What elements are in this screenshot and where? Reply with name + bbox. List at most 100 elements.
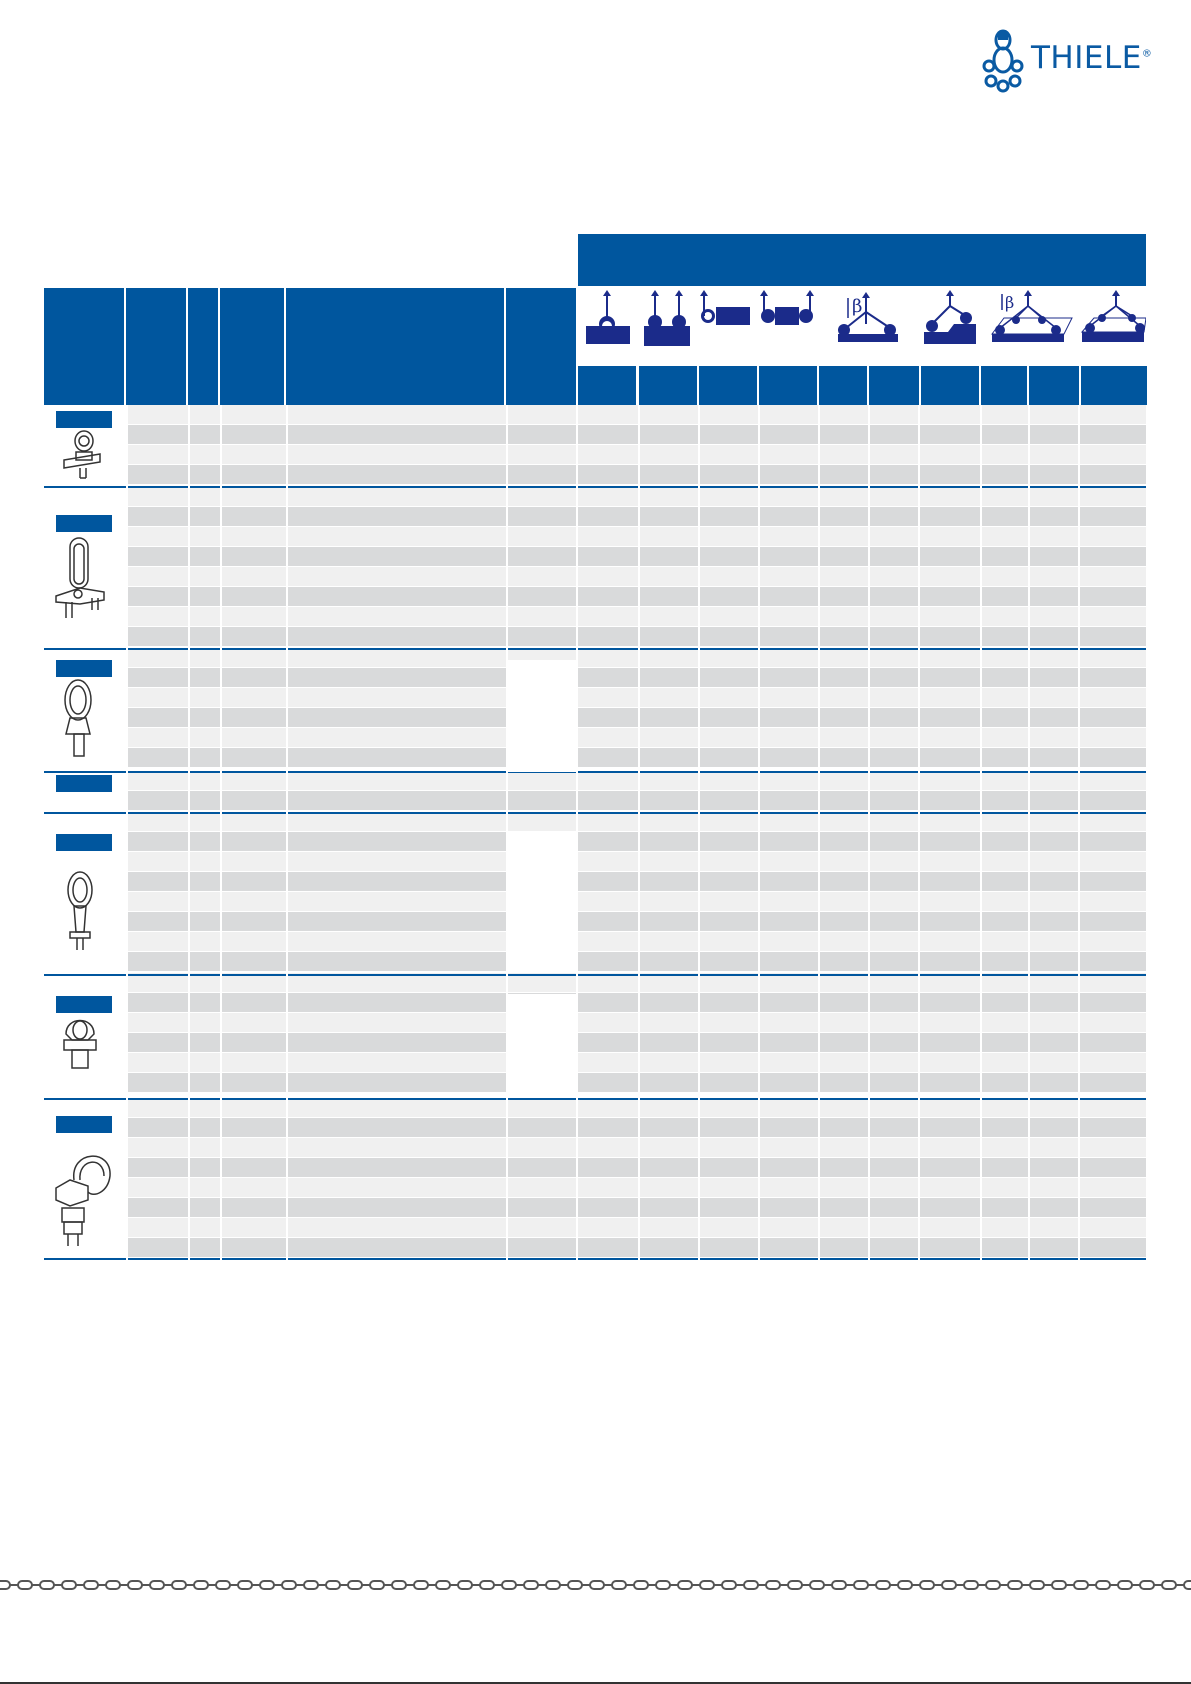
table-row bbox=[126, 1013, 1146, 1032]
table-row bbox=[126, 708, 1146, 727]
column-separator bbox=[1078, 405, 1080, 1260]
table-row bbox=[126, 487, 1146, 506]
side-pull-icon bbox=[698, 288, 756, 364]
table-row bbox=[126, 1238, 1146, 1257]
header-cell bbox=[188, 288, 218, 405]
table-row bbox=[126, 648, 1146, 667]
table-row bbox=[126, 1098, 1146, 1117]
table-row bbox=[126, 1053, 1146, 1072]
group-divider bbox=[44, 812, 1146, 814]
heavy-duty-lifting-point-icon bbox=[55, 1155, 111, 1246]
product-badge bbox=[56, 660, 112, 677]
merged-cell bbox=[508, 994, 576, 1096]
table-row bbox=[126, 932, 1146, 951]
group-divider bbox=[44, 974, 1146, 976]
table-row bbox=[126, 1073, 1146, 1092]
header-cell bbox=[220, 288, 284, 405]
header-subcell bbox=[758, 366, 817, 405]
table-row bbox=[126, 547, 1146, 566]
table-row bbox=[126, 627, 1146, 646]
table-row bbox=[126, 465, 1146, 484]
product-badge bbox=[56, 775, 112, 792]
table-row bbox=[126, 832, 1146, 851]
header-cell bbox=[126, 288, 186, 405]
eye-nut-swivel-icon bbox=[63, 1019, 97, 1069]
table-row bbox=[126, 912, 1146, 931]
product-badge bbox=[56, 411, 112, 428]
table-row bbox=[126, 688, 1146, 707]
column-separator bbox=[506, 405, 508, 1260]
three-leg-beta-icon: β bbox=[980, 288, 1078, 364]
group-divider bbox=[44, 771, 1146, 773]
group-divider bbox=[44, 648, 1146, 650]
merged-cell bbox=[508, 832, 576, 972]
group-divider bbox=[44, 1258, 1146, 1260]
column-separator bbox=[868, 405, 870, 1260]
table-row bbox=[126, 405, 1146, 424]
product-badge bbox=[56, 996, 112, 1013]
table-row bbox=[126, 425, 1146, 444]
swivel-eye-bolt-icon bbox=[63, 430, 101, 479]
product-badge bbox=[56, 1116, 112, 1133]
column-separator bbox=[576, 405, 578, 1260]
column-separator bbox=[286, 405, 288, 1260]
column-separator bbox=[918, 405, 920, 1260]
column-separator bbox=[638, 405, 640, 1260]
merged-cell bbox=[508, 660, 576, 772]
group-divider bbox=[44, 1098, 1146, 1100]
angled-two-leg-icon: β bbox=[818, 288, 918, 364]
svg-text:β: β bbox=[852, 296, 862, 317]
single-lift-icon bbox=[578, 288, 636, 364]
header-cell bbox=[44, 288, 124, 405]
table-row bbox=[126, 1138, 1146, 1157]
column-separator bbox=[188, 405, 190, 1260]
table-row bbox=[126, 607, 1146, 626]
table-row bbox=[126, 1218, 1146, 1237]
chain-link-logo-icon bbox=[982, 29, 1024, 93]
product-badge bbox=[56, 515, 112, 532]
header-subcell bbox=[868, 366, 919, 405]
header-subcell bbox=[1028, 366, 1079, 405]
threaded-oval-ring-icon bbox=[67, 871, 93, 950]
header-subcell bbox=[980, 366, 1027, 405]
table-row bbox=[126, 668, 1146, 687]
brand-logo bbox=[978, 26, 1148, 94]
page-bottom-rule bbox=[0, 1682, 1191, 1684]
header-subcell bbox=[698, 366, 757, 405]
table-row bbox=[126, 852, 1146, 871]
table-row bbox=[126, 872, 1146, 891]
group-divider bbox=[44, 486, 1146, 488]
column-separator bbox=[698, 405, 700, 1260]
svg-text:β: β bbox=[1005, 293, 1014, 312]
oval-ring-swivel-icon bbox=[64, 679, 92, 757]
table-row bbox=[126, 1198, 1146, 1217]
chain-border-icon bbox=[0, 1580, 1191, 1590]
header-subcell bbox=[1080, 366, 1147, 405]
table-row bbox=[126, 728, 1146, 747]
column-separator bbox=[1028, 405, 1030, 1260]
table-row bbox=[126, 1158, 1146, 1177]
header-cell bbox=[506, 288, 576, 405]
table-row bbox=[126, 892, 1146, 911]
table-row bbox=[126, 1178, 1146, 1197]
uneven-two-leg-icon bbox=[920, 288, 978, 364]
table-row bbox=[126, 1118, 1146, 1137]
table-row bbox=[126, 812, 1146, 831]
swivel-hoist-ring-large-icon bbox=[55, 537, 105, 618]
header-subcell bbox=[638, 366, 697, 405]
table-row bbox=[126, 791, 1146, 810]
column-separator bbox=[980, 405, 982, 1260]
table-row bbox=[126, 993, 1146, 1012]
header-subcell bbox=[578, 366, 636, 405]
product-badge bbox=[56, 834, 112, 851]
table-row bbox=[126, 527, 1146, 546]
table-row bbox=[126, 1033, 1146, 1052]
column-separator bbox=[758, 405, 760, 1260]
column-separator bbox=[818, 405, 820, 1260]
table-row bbox=[126, 748, 1146, 767]
four-leg-lift-icon bbox=[1080, 288, 1147, 364]
table-row bbox=[126, 445, 1146, 464]
header-subcell bbox=[920, 366, 979, 405]
table-row bbox=[126, 771, 1146, 790]
column-separator bbox=[126, 405, 128, 1260]
